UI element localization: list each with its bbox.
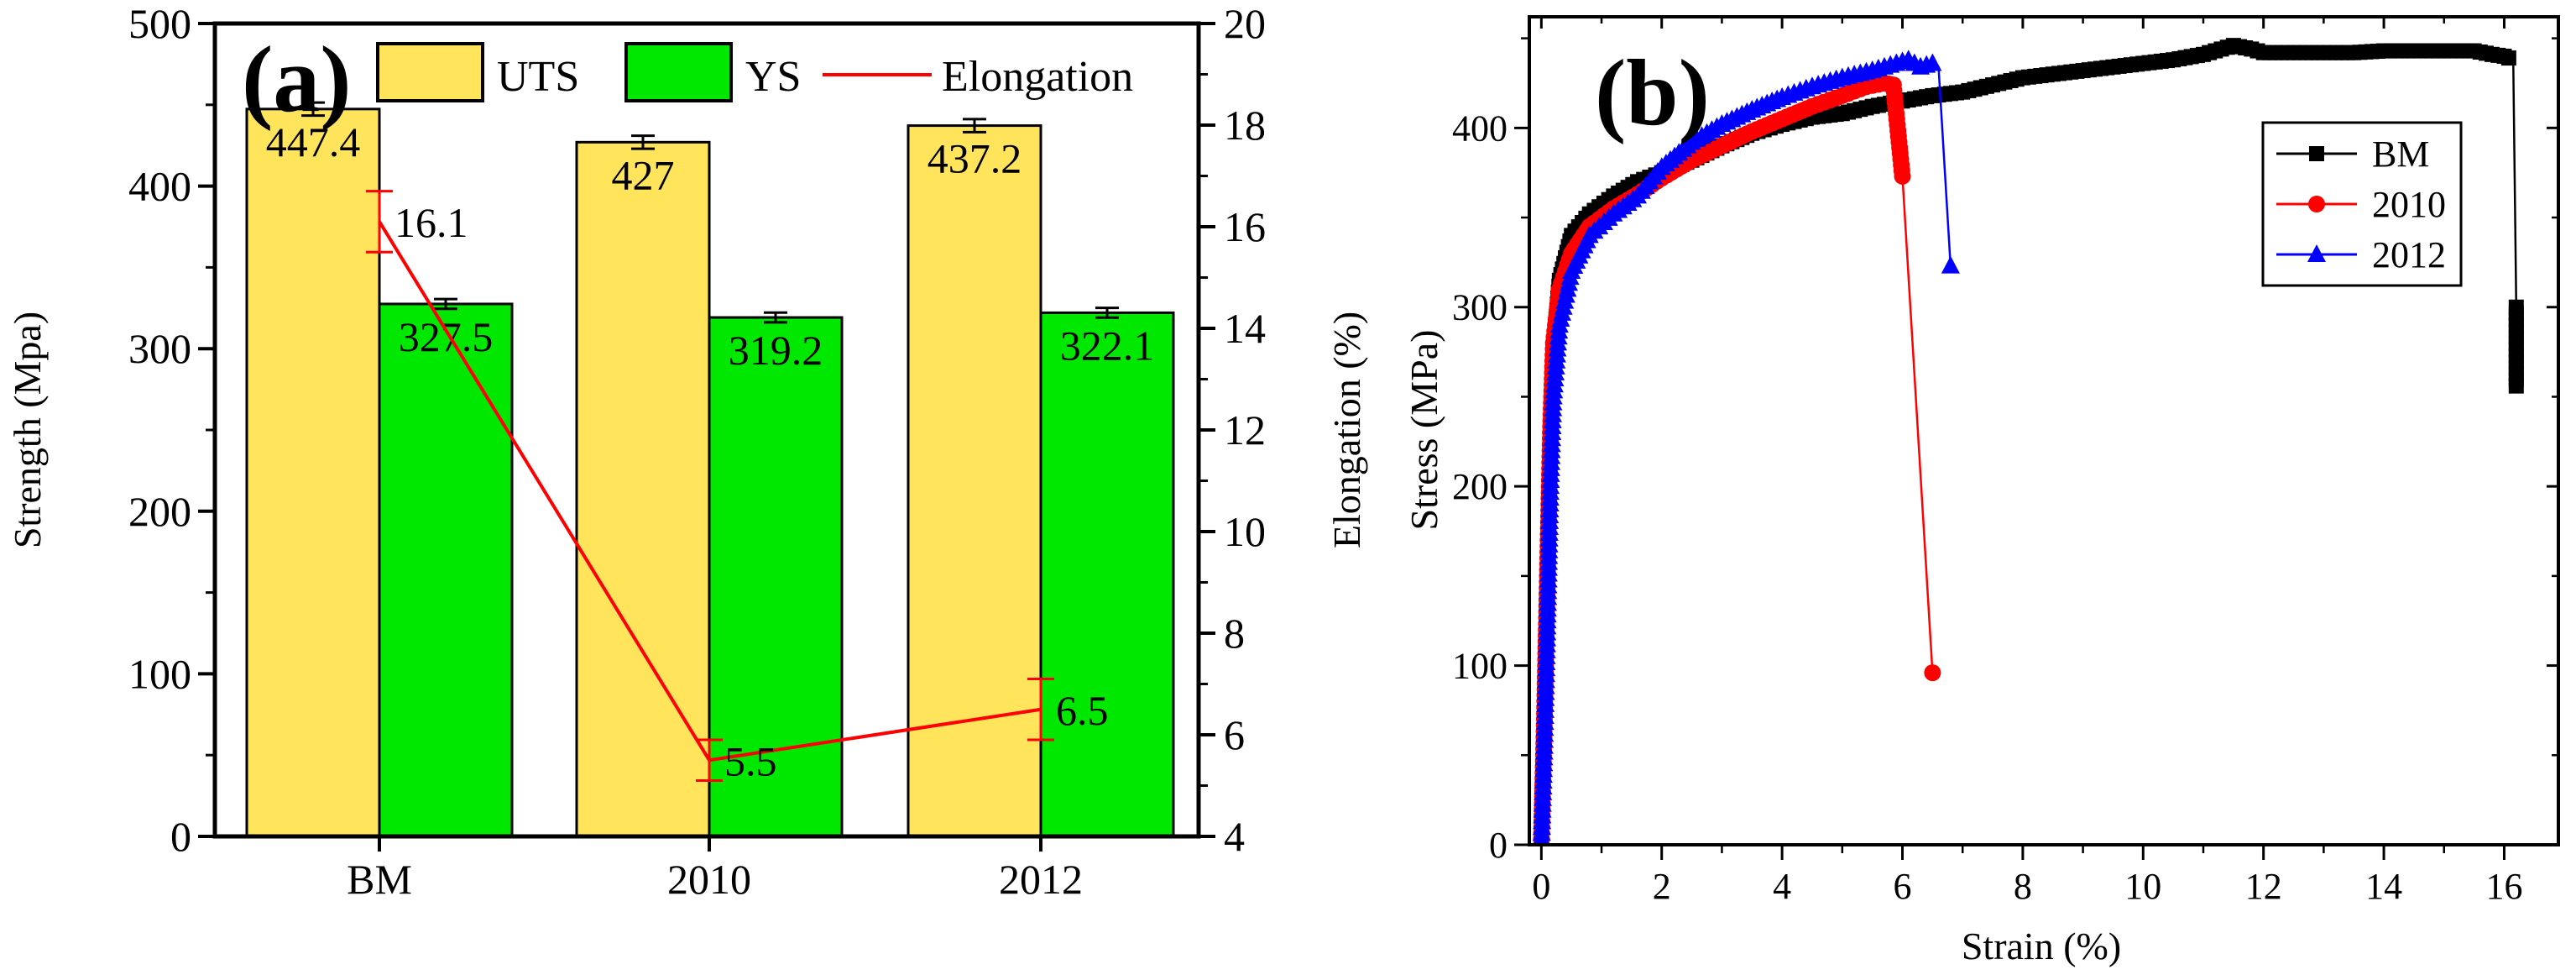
series-2010 [1533,74,1941,845]
panel-b-x-axis-title: Strain (%) [1962,925,2121,967]
series-end-point-2012 [1941,255,1960,274]
data-label-elongation-2012: 6.5 [1056,687,1109,734]
panel-b-plot-area [1532,38,2524,845]
legend-elongation-label: Elongation [942,53,1133,101]
panel-a-y2-axis-title: Elongation (%) [1325,312,1368,548]
panel-b-line-chart: 0 100 200 300 400 0 2 4 6 8 10 12 14 16 Stress (MPa)… [1403,15,2560,967]
y-tick-label-0: 0 [170,813,191,860]
data-label-ys-bm: 327.5 [399,313,494,360]
y-tick-label-200: 200 [128,488,191,535]
panel-a-label: (a) [242,28,352,132]
error-bar-uts-2010 [631,134,655,150]
bar-ys-2012 [1039,311,1175,838]
series-point-2010 [1894,167,1911,185]
legend-label-2012: 2012 [2372,234,2446,275]
b-y-tick-label-300: 300 [1452,287,1507,328]
panel-a-legend: UTS YS Elongation [376,42,1133,102]
panel-a-bar-chart: 447.4 427 437.2 327.5 319.2 322.1 16.1 5.5 6.5 0… [6,0,1368,903]
y2-tick-label-8: 8 [1224,610,1245,657]
series-point-bm [2500,50,2516,66]
legend-marker-bm [2309,146,2324,161]
legend-label-2010: 2010 [2372,184,2446,225]
b-x-tick-label-14: 14 [2365,866,2402,907]
y-tick-label-300: 300 [128,325,191,372]
legend-uts-label: UTS [497,53,579,101]
series-point-2012 [1923,53,1942,71]
y2-tick-label-20: 20 [1224,0,1266,47]
bar-uts-bm [245,107,381,838]
y2-tick-label-14: 14 [1224,305,1266,352]
b-x-tick-label-0: 0 [1532,866,1550,907]
x-tick-label-2010: 2010 [667,856,751,903]
legend-ys-swatch [624,42,733,102]
data-label-ys-2012: 322.1 [1060,322,1155,369]
data-label-elongation-2010: 5.5 [724,737,777,784]
panel-a-left-axis: 0 100 200 300 400 500 [128,0,215,860]
b-y-tick-label-400: 400 [1452,107,1507,149]
y2-tick-label-4: 4 [1224,813,1245,860]
error-bar-elongation-bm [366,190,393,254]
b-x-tick-label-16: 16 [2485,866,2522,907]
series-end-point-bm [2508,378,2524,394]
y2-tick-label-16: 16 [1224,203,1266,250]
panel-b-x-axis: 0 2 4 6 8 10 12 14 16 [1532,17,2522,907]
error-bar-ys-2012 [1095,307,1119,319]
b-y-tick-label-0: 0 [1489,825,1507,866]
x-tick-label-bm: BM [347,856,412,903]
panel-b-frame [1528,15,2560,846]
y2-tick-label-18: 18 [1224,102,1266,149]
panel-b-y-axis-title: Stress (MPa) [1403,330,1445,531]
b-x-tick-label-6: 6 [1894,866,1912,907]
legend-entry-bm: BM [2276,134,2429,175]
y-tick-label-400: 400 [128,163,191,210]
data-label-uts-2010: 427 [612,151,675,198]
y2-tick-label-12: 12 [1224,406,1266,453]
panel-a-y-axis-title: Strength (Mpa) [6,312,49,548]
legend-uts-swatch [376,42,484,102]
y-tick-label-100: 100 [128,650,191,697]
panel-b-y-axis: 0 100 200 300 400 [1452,37,2558,866]
panel-a-x-axis: BM 2010 2012 [347,836,1083,903]
legend-marker-2012 [2307,244,2326,262]
y2-tick-label-6: 6 [1224,711,1245,758]
panel-a-right-axis: 4 6 8 10 12 14 16 18 20 [1199,0,1266,860]
legend-entry-2012: 2012 [2276,234,2446,275]
y-tick-label-500: 500 [128,0,191,47]
bar-uts-2012 [907,124,1042,838]
legend-marker-2010 [2308,196,2325,212]
data-label-elongation-bm: 16.1 [394,199,468,246]
panel-b-legend: BM 2010 2012 [2261,121,2463,287]
b-x-tick-label-12: 12 [2245,866,2282,907]
data-label-uts-2012: 437.2 [927,135,1022,182]
panel-b-label: (b) [1595,41,1710,145]
error-bar-ys-bm [434,297,457,311]
b-x-tick-label-4: 4 [1773,866,1791,907]
error-bar-uts-2012 [963,118,986,134]
data-label-uts-bm: 447.4 [266,118,361,165]
panel-a-plot-area: 447.4 427 437.2 327.5 319.2 322.1 16.1 5.5 6.5 [245,101,1175,838]
legend-ys-label: YS [745,53,801,101]
b-y-tick-label-200: 200 [1452,466,1507,507]
bar-uts-2010 [575,140,711,838]
b-x-tick-label-2: 2 [1653,866,1671,907]
y2-tick-label-10: 10 [1224,508,1266,555]
error-bar-elongation-2012 [1027,677,1054,742]
legend-label-bm: BM [2372,134,2429,175]
b-x-tick-label-10: 10 [2124,866,2161,907]
b-y-tick-label-100: 100 [1452,646,1507,687]
series-line-2012 [1540,58,1952,845]
x-tick-label-2012: 2012 [999,856,1083,903]
legend-entry-2010: 2010 [2276,184,2446,225]
series-end-point-2010 [1924,664,1941,682]
error-bar-elongation-2010 [696,738,723,782]
error-bar-uts-bm [301,101,325,118]
data-label-ys-2010: 319.2 [729,327,823,374]
b-x-tick-label-8: 8 [2014,866,2032,907]
bar-ys-bm [378,302,514,838]
series-2012 [1532,50,1960,845]
error-bar-ys-2010 [764,311,787,324]
